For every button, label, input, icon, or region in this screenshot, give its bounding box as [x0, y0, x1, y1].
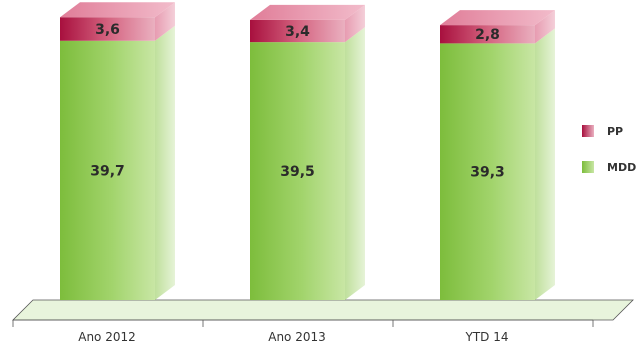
bar-segment-mdd-side: [345, 27, 365, 300]
category-label: Ano 2013: [268, 330, 326, 344]
bar-segment-pp: [250, 19, 345, 43]
bar-segment-pp-top: [60, 2, 175, 18]
floor: [12, 299, 634, 327]
data-label-pp: 3,4: [285, 24, 310, 40]
bar-segment-pp-top: [440, 10, 555, 26]
bar-segment-mdd: [440, 43, 535, 300]
bar-segment-mdd-side: [535, 28, 555, 300]
data-label-pp: 3,6: [95, 22, 120, 38]
bar-segment-pp: [60, 17, 155, 41]
legend-swatch-mdd: [582, 161, 594, 173]
data-label-pp: 2,8: [475, 27, 500, 43]
data-label-mdd: 39,5: [280, 164, 315, 180]
bars-group: 3,6 39,7 3,4 39,5 2,8 39,3: [60, 2, 555, 300]
bar-segment-mdd: [60, 40, 155, 300]
bar-segment-pp-side: [155, 2, 175, 41]
category-label: Ano 2012: [78, 330, 136, 344]
bar-segment-mdd: [250, 42, 345, 300]
data-label-mdd: 39,7: [90, 163, 125, 179]
legend-label-mdd: MDD: [607, 161, 636, 174]
bar-segment-pp-side: [535, 10, 555, 44]
legend-label-pp: PP: [607, 125, 623, 138]
bar-segment-mdd-side: [155, 25, 175, 300]
bar-segment-pp-side: [345, 4, 365, 43]
bar-segment-pp-top: [250, 4, 365, 20]
bar-segment-pp: [440, 25, 535, 44]
legend-swatch-pp: [582, 125, 594, 137]
legend-item-pp: PP: [582, 125, 623, 138]
floor-plane: [12, 299, 634, 321]
category-label: YTD 14: [465, 330, 509, 344]
category-axis-labels: Ano 2012 Ano 2013 YTD 14: [78, 330, 508, 344]
legend: PP MDD: [582, 125, 636, 174]
legend-item-mdd: MDD: [582, 161, 636, 174]
data-label-mdd: 39,3: [470, 165, 505, 181]
